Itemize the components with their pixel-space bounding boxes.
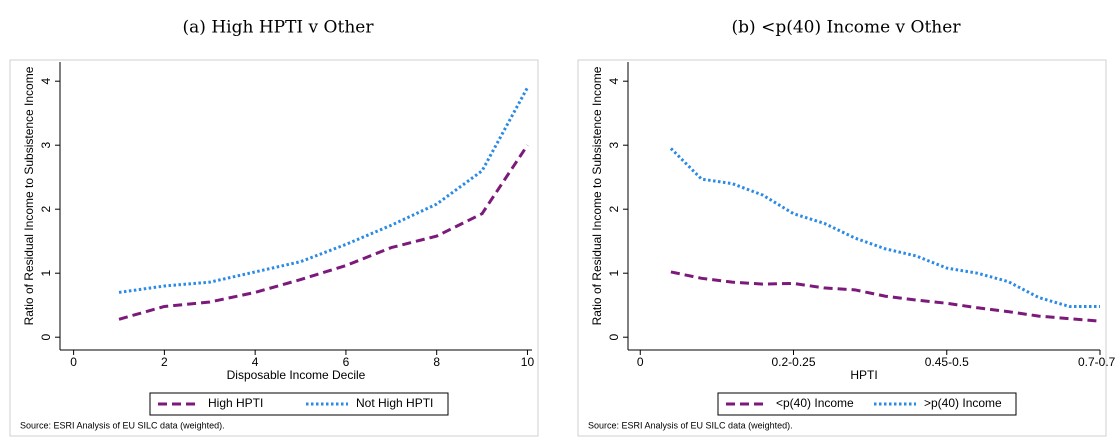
- x-axis-label: Disposable Income Decile: [227, 368, 366, 382]
- x-tick-label: 0.7-0.75: [1078, 355, 1115, 369]
- y-axis-label: Ratio of Residual Income to Subsistence …: [22, 66, 36, 325]
- y-tick-label: 3: [39, 142, 53, 149]
- series-line: [118, 86, 529, 294]
- y-tick-label: 2: [607, 206, 621, 213]
- legend-box: [717, 392, 1017, 416]
- legend-label: >p(40) Income: [924, 396, 1002, 410]
- chart-title: (b) <p(40) Income v Other: [732, 18, 962, 38]
- x-tick-label: 0.45-0.5: [925, 355, 969, 369]
- x-tick-label: 0: [637, 355, 644, 369]
- x-tick-label: 0.2-0.25: [771, 355, 815, 369]
- panel-frame: [577, 59, 1107, 437]
- legend-label: Not High HPTI: [356, 396, 433, 410]
- legend-label: High HPTI: [208, 396, 263, 410]
- y-tick-label: 1: [607, 270, 621, 277]
- panel-frame: [9, 59, 539, 437]
- x-tick-label: 8: [433, 355, 440, 369]
- y-tick-label: 1: [39, 270, 53, 277]
- x-tick-label: 10: [521, 355, 535, 369]
- x-tick-label: 2: [161, 355, 168, 369]
- x-tick-label: 0: [70, 355, 77, 369]
- y-tick-label: 0: [39, 334, 53, 341]
- legend-label: <p(40) Income: [776, 396, 854, 410]
- x-axis-label: HPTI: [850, 368, 877, 382]
- y-tick-label: 2: [39, 206, 53, 213]
- legend-box: [149, 392, 449, 416]
- source-note: Source: ESRI Analysis of EU SILC data (w…: [20, 420, 225, 430]
- y-tick-label: 3: [607, 142, 621, 149]
- x-tick-label: 6: [343, 355, 350, 369]
- y-tick-label: 4: [39, 78, 53, 85]
- y-tick-label: 4: [607, 78, 621, 85]
- x-tick-label: 4: [252, 355, 259, 369]
- series-line: [670, 270, 1101, 323]
- y-tick-label: 0: [607, 334, 621, 341]
- series-line: [118, 144, 529, 321]
- series-line: [669, 147, 1100, 308]
- chart-title: (a) High HPTI v Other: [183, 18, 375, 38]
- source-note: Source: ESRI Analysis of EU SILC data (w…: [588, 420, 793, 430]
- y-axis-label: Ratio of Residual Income to Subsistence …: [590, 66, 604, 325]
